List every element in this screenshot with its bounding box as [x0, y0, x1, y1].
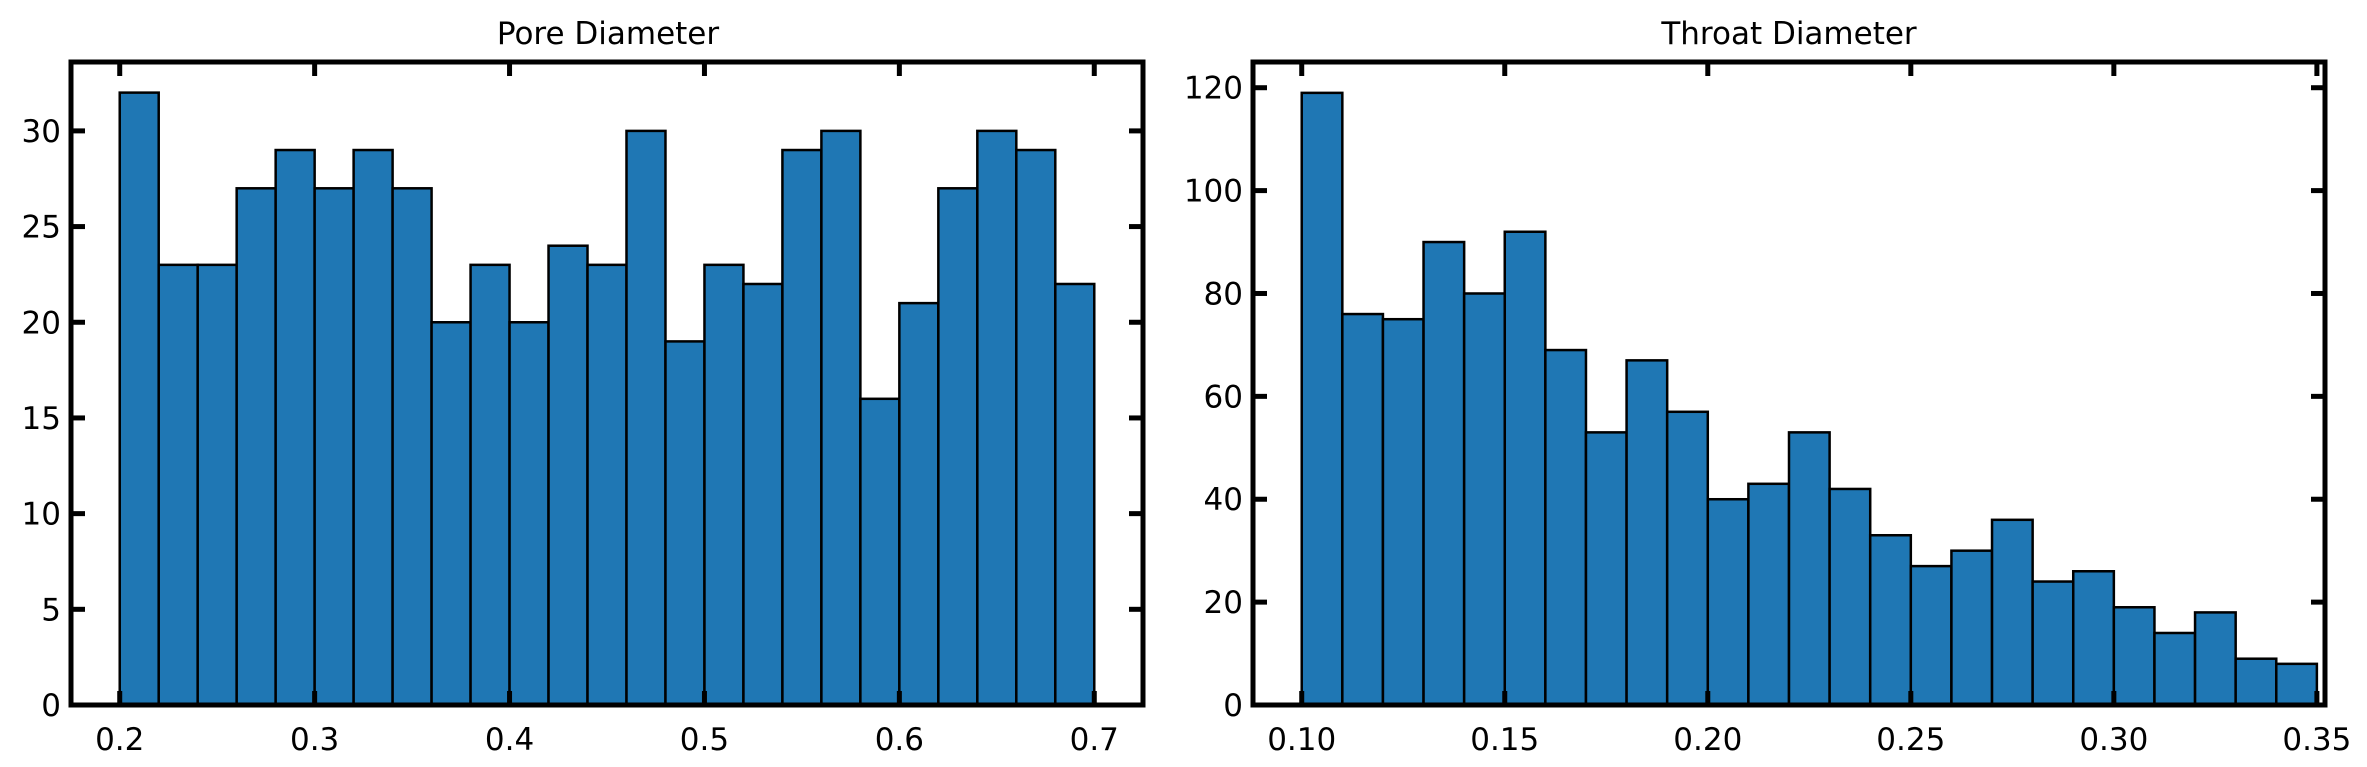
- throat-diameter-panel: Throat Diameter 0.10 0.15 0.20 0.25 0.30 0.35…: [1184, 16, 2352, 758]
- pore-diameter-ytick-label: 15: [22, 401, 61, 437]
- pore-diameter-bar: [625, 129, 667, 707]
- pore-diameter-bar: [703, 263, 745, 707]
- pore-diameter-bar: [937, 187, 979, 707]
- pore-diameter-bar: [898, 301, 940, 707]
- pore-diameter-bar: [664, 340, 706, 707]
- pore-diameter-bar: [430, 321, 472, 707]
- throat-diameter-ytick-label: 120: [1184, 71, 1243, 107]
- throat-diameter-bar: [1787, 431, 1831, 707]
- throat-diameter-ticks: 0.10 0.15 0.20 0.25 0.30 0.35 0 20 40 60 80 100 120: [1184, 62, 2351, 758]
- throat-diameter-xtick-label: 0.10: [1267, 722, 1336, 758]
- pore-diameter-plot-frame: [68, 59, 1146, 708]
- throat-diameter-bar: [2275, 662, 2319, 707]
- throat-diameter-bar: [2112, 606, 2156, 707]
- throat-diameter-bar: [1584, 431, 1628, 707]
- pore-diameter-xtick-label: 0.5: [680, 722, 729, 758]
- pore-diameter-bar: [118, 91, 160, 707]
- pore-diameter-bar: [781, 148, 823, 707]
- pore-diameter-xtick-label: 0.2: [95, 722, 144, 758]
- throat-diameter-xtick-label: 0.25: [1876, 722, 1945, 758]
- throat-diameter-bar: [1665, 410, 1710, 707]
- pore-diameter-bar: [859, 397, 901, 707]
- pore-diameter-bar: [196, 263, 238, 707]
- throat-diameter-bar: [1381, 317, 1425, 707]
- pore-diameter-ytick-label: 5: [41, 592, 61, 628]
- pore-diameter-xtick-label: 0.6: [875, 722, 924, 758]
- throat-diameter-bar: [1990, 518, 2034, 707]
- pore-diameter-xtick-label: 0.7: [1070, 722, 1119, 758]
- pore-diameter-bar: [1054, 282, 1096, 707]
- throat-diameter-ytick-label: 60: [1204, 379, 1243, 415]
- throat-diameter-bar: [1300, 91, 1344, 707]
- pore-diameter-bar: [547, 244, 589, 707]
- throat-diameter-ytick-label: 20: [1204, 585, 1243, 621]
- pore-diameter-ytick-label: 0: [41, 688, 61, 724]
- throat-diameter-bar: [2193, 611, 2237, 707]
- throat-diameter-bar: [2031, 580, 2075, 707]
- throat-diameter-ytick-label: 100: [1184, 174, 1243, 210]
- throat-diameter-xtick-label: 0.15: [1470, 722, 1539, 758]
- throat-diameter-xtick-label: 0.20: [1673, 722, 1742, 758]
- throat-diameter-bar: [1462, 292, 1507, 707]
- pore-diameter-bar: [313, 187, 355, 707]
- pore-diameter-ticks: 0.2 0.3 0.4 0.5 0.6 0.7 0 5 10 15 20 25 30: [22, 62, 1143, 758]
- pore-diameter-bar: [976, 129, 1018, 707]
- pore-diameter-bar: [157, 263, 199, 707]
- throat-diameter-bar: [1503, 230, 1547, 707]
- pore-diameter-bar: [235, 187, 277, 707]
- pore-diameter-bar: [352, 148, 394, 707]
- throat-diameter-bar: [2153, 631, 2197, 707]
- pore-diameter-bar: [820, 129, 862, 707]
- pore-diameter-ytick-label: 20: [22, 305, 61, 341]
- throat-diameter-bar: [1341, 312, 1385, 707]
- throat-diameter-bar: [2071, 570, 2116, 707]
- pore-diameter-bar: [508, 321, 550, 707]
- pore-diameter-xtick-label: 0.4: [485, 722, 534, 758]
- throat-diameter-xtick-label: 0.30: [2079, 722, 2148, 758]
- throat-diameter-bar: [1868, 533, 1913, 707]
- pore-diameter-title: Pore Diameter: [497, 16, 720, 52]
- pore-diameter-bar: [274, 148, 316, 707]
- throat-diameter-bar: [1909, 564, 1953, 707]
- throat-diameter-bars: [1300, 91, 2319, 707]
- throat-diameter-bar: [1706, 497, 1750, 707]
- pore-diameter-bar: [1015, 148, 1057, 707]
- throat-diameter-plot-frame: [1250, 59, 2328, 708]
- throat-diameter-bar: [1828, 487, 1872, 707]
- pore-diameter-bars: [118, 91, 1096, 707]
- pore-diameter-ytick-label: 25: [22, 210, 61, 246]
- pore-diameter-xtick-label: 0.3: [290, 722, 339, 758]
- throat-diameter-bar: [1950, 549, 1994, 707]
- throat-diameter-ytick-label: 80: [1204, 276, 1243, 312]
- pore-diameter-bar: [391, 187, 433, 707]
- pore-diameter-panel: Pore Diameter 0.2 0.3 0.4 0.5 0.6 0.7 0 5 10 15 20…: [22, 16, 1146, 758]
- throat-diameter-ytick-label: 40: [1204, 482, 1243, 518]
- throat-diameter-bar: [2234, 657, 2278, 707]
- pore-diameter-bar: [742, 282, 784, 707]
- pore-diameter-ytick-label: 10: [22, 497, 61, 533]
- throat-diameter-xtick-label: 0.35: [2282, 722, 2351, 758]
- throat-diameter-ytick-label: 0: [1223, 688, 1243, 724]
- pore-diameter-bar: [469, 263, 511, 707]
- throat-diameter-bar: [1747, 482, 1791, 707]
- throat-diameter-bar: [1422, 240, 1466, 707]
- throat-diameter-title: Throat Diameter: [1660, 16, 1917, 52]
- throat-diameter-bar: [1544, 348, 1588, 707]
- pore-diameter-bar: [586, 263, 628, 707]
- pore-diameter-ytick-label: 30: [22, 114, 61, 150]
- throat-diameter-bar: [1625, 359, 1669, 707]
